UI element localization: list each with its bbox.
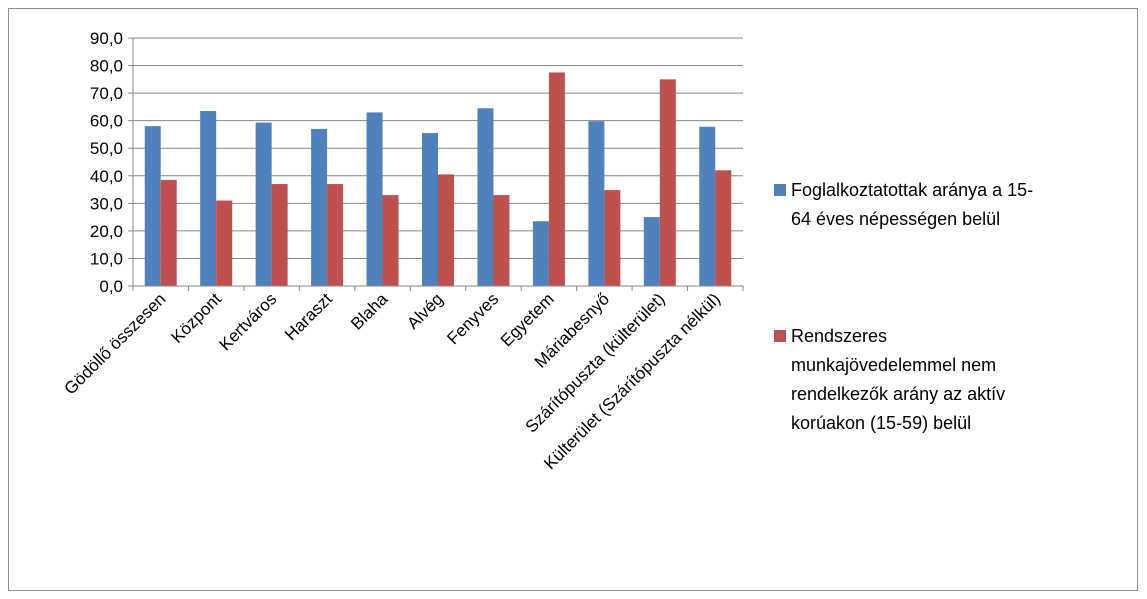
bar-series-2 (604, 190, 621, 286)
y-tick-label: 50,0 (90, 139, 123, 158)
bar-series-2 (216, 200, 233, 286)
bar-series-2 (715, 170, 732, 286)
bar-series-2 (548, 72, 565, 286)
bar-series-1 (311, 128, 328, 286)
legend-label: korúakon (15-59) belül (791, 413, 971, 433)
y-tick-label: 80,0 (90, 57, 123, 76)
legend: Foglalkoztatottak aránya a 15- 64 éves né… (774, 180, 1033, 433)
legend-label: Rendszeres (791, 326, 887, 346)
y-tick-label: 70,0 (90, 84, 123, 103)
bar-series-2 (438, 174, 454, 286)
bar-series-1 (422, 133, 438, 286)
bar-chart: 0,010,020,030,040,050,060,070,080,090,0 … (61, 29, 1034, 473)
bar-series-1 (477, 108, 494, 287)
x-tick-label: Haraszt (281, 289, 336, 344)
bars (144, 72, 732, 287)
x-tick-label: Blaha (347, 289, 392, 334)
bar-series-1 (532, 221, 549, 286)
legend-label: rendelkezők arány az aktív (791, 384, 1005, 404)
bar-series-2 (327, 184, 344, 286)
y-tick-label: 0,0 (99, 277, 123, 296)
legend-swatch (774, 330, 786, 342)
bar-series-1 (200, 111, 217, 287)
bar-series-2 (382, 195, 399, 286)
x-tick-label: Fenyves (443, 289, 502, 348)
x-tick-label: Gödöllő összesen (61, 289, 170, 398)
y-tick-label: 30,0 (90, 194, 123, 213)
bar-series-2 (659, 79, 676, 286)
bar-series-2 (493, 195, 510, 286)
y-tick-label: 60,0 (90, 112, 123, 131)
y-tick-label: 10,0 (90, 249, 123, 268)
bar-series-1 (255, 122, 272, 287)
y-tick-label: 90,0 (90, 29, 123, 48)
legend-label: Foglalkoztatottak aránya a 15- (791, 180, 1033, 200)
bar-series-1 (588, 121, 605, 287)
y-tick-label: 40,0 (90, 167, 123, 186)
bar-series-1 (144, 126, 161, 286)
bar-series-1 (699, 126, 716, 287)
bar-series-1 (366, 112, 383, 287)
bar-series-1 (643, 217, 660, 286)
legend-label: 64 éves népességen belül (791, 209, 1000, 229)
legend-swatch (774, 184, 786, 196)
legend-label: munkajövedelemmel nem (791, 355, 996, 375)
chart-frame: 0,0 10,0 20,0 30,0 40,0 50,0 60,0 70,0 80,0 90,0 … (8, 8, 1138, 591)
y-tick-label: 20,0 (90, 222, 123, 241)
x-tick-label: Központ (167, 289, 225, 347)
axes (132, 38, 744, 291)
bar-series-2 (160, 179, 177, 286)
x-tick-label: Kertváros (216, 289, 281, 354)
y-tick-labels: 0,0 10,0 20,0 30,0 40,0 50,0 60,0 70,0 80,0 90,0 (90, 29, 123, 296)
bar-series-2 (271, 184, 288, 286)
x-tick-label: Alvég (403, 289, 447, 333)
